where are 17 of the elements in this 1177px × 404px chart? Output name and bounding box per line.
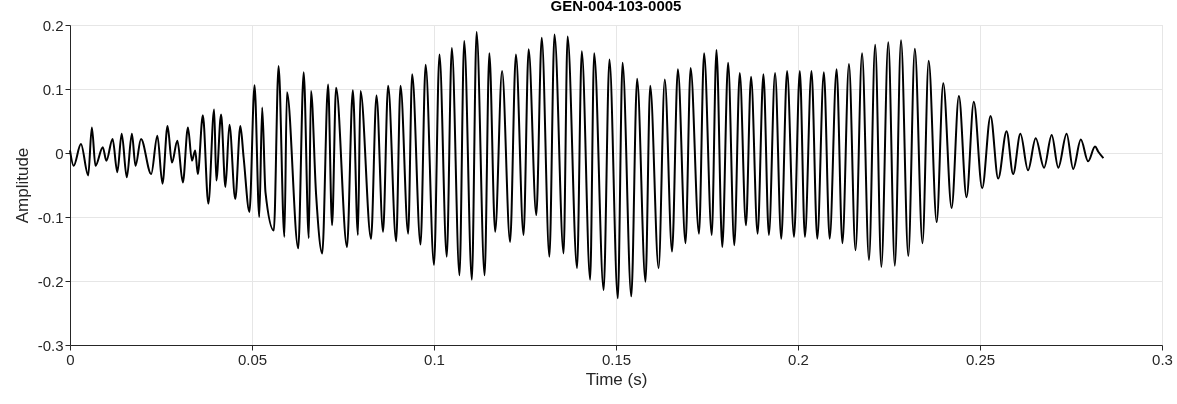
y-tick-label: 0.1	[42, 80, 64, 98]
x-tick-label: 0.15	[601, 350, 632, 368]
x-tick-label: 0.05	[237, 350, 268, 368]
line-series	[69, 31, 1105, 300]
x-tick-label: 0.2	[788, 350, 809, 368]
y-tick-label: 0	[55, 144, 64, 162]
y-tick-label: -0.1	[37, 208, 64, 226]
y-tick-label: 0.2	[42, 16, 64, 34]
chart-title: GEN-004-103-0005	[550, 0, 682, 14]
y-tick-label: -0.3	[37, 336, 64, 354]
x-tick-label: 0.3	[1152, 350, 1173, 368]
x-axis-title: Time (s)	[585, 369, 648, 389]
x-tick-label: 0.1	[424, 350, 445, 368]
x-tick-label: 0.25	[965, 350, 996, 368]
x-tick-label: 0	[66, 350, 75, 368]
y-tick-label: -0.2	[37, 272, 64, 290]
y-axis-title: Amplitude	[12, 147, 32, 224]
